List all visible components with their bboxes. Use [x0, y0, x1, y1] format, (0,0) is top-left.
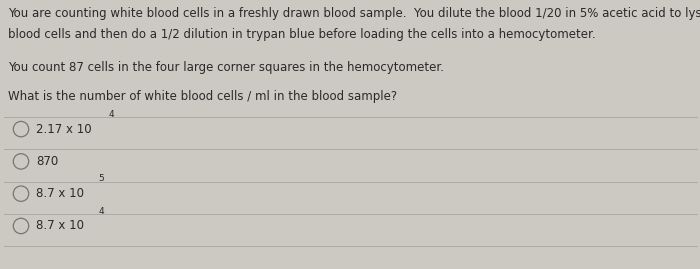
Text: 4: 4 [108, 110, 114, 119]
Text: 5: 5 [98, 174, 104, 183]
Text: You count 87 cells in the four large corner squares in the hemocytometer.: You count 87 cells in the four large cor… [8, 61, 444, 73]
Text: 8.7 x 10: 8.7 x 10 [36, 187, 85, 200]
Text: What is the number of white blood cells / ml in the blood sample?: What is the number of white blood cells … [8, 90, 398, 103]
Text: 8.7 x 10: 8.7 x 10 [36, 220, 85, 232]
Text: 2.17 x 10: 2.17 x 10 [36, 123, 92, 136]
Text: blood cells and then do a 1/2 dilution in trypan blue before loading the cells i: blood cells and then do a 1/2 dilution i… [8, 28, 596, 41]
Text: You are counting white blood cells in a freshly drawn blood sample.  You dilute : You are counting white blood cells in a … [8, 7, 700, 20]
Text: 4: 4 [98, 207, 104, 216]
Text: 870: 870 [36, 155, 59, 168]
